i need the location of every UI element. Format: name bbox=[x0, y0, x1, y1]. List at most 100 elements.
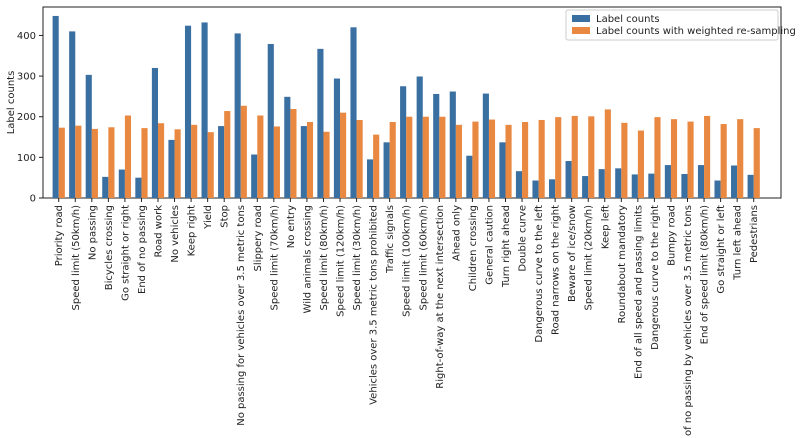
x-tick-label: Beware of ice/snow bbox=[567, 205, 578, 302]
bar-resampled-counts bbox=[124, 115, 132, 198]
bar-label-counts bbox=[300, 126, 307, 198]
bar-label-counts bbox=[366, 159, 374, 198]
bar-label-counts bbox=[433, 93, 440, 198]
bar-label-counts bbox=[317, 48, 324, 198]
x-tick-label: Dangerous curve to the left bbox=[534, 205, 545, 343]
legend-label: Label counts with weighted re-sampling bbox=[596, 26, 796, 37]
x-tick-label: Keep left bbox=[600, 205, 611, 249]
bar-resampled-counts bbox=[373, 134, 380, 198]
bar-label-counts bbox=[168, 139, 175, 198]
x-tick-label: Right-of-way at the next intersection bbox=[435, 205, 446, 389]
bar-label-counts bbox=[350, 27, 357, 198]
bar-resampled-counts bbox=[704, 115, 711, 198]
x-tick-label: End of speed limit (80km/h) bbox=[700, 205, 711, 344]
bar-resampled-counts bbox=[257, 115, 264, 198]
bar-label-counts bbox=[731, 165, 738, 198]
x-tick-label: End of no passing bbox=[137, 205, 148, 294]
x-tick-label: End of no passing by vehicles over 3.5 m… bbox=[683, 205, 694, 438]
bar-label-counts bbox=[598, 169, 605, 198]
bar-resampled-counts bbox=[687, 121, 694, 198]
bar-resampled-counts bbox=[207, 132, 214, 198]
bar-resampled-counts bbox=[571, 115, 578, 198]
bar-resampled-counts bbox=[753, 128, 760, 198]
bar-resampled-counts bbox=[439, 116, 446, 198]
x-tick-label: Bicycles crossing bbox=[104, 205, 115, 290]
y-tick-label: 400 bbox=[17, 31, 36, 42]
bar-resampled-counts bbox=[58, 127, 65, 198]
bar-label-counts bbox=[416, 76, 423, 198]
bar-label-counts bbox=[549, 179, 556, 198]
bar-resampled-counts bbox=[75, 125, 82, 198]
bar-resampled-counts bbox=[389, 122, 396, 198]
bar-label-counts bbox=[118, 169, 125, 198]
bar-resampled-counts bbox=[670, 119, 678, 198]
bar-resampled-counts bbox=[240, 105, 247, 198]
bar-label-counts bbox=[151, 67, 159, 198]
x-tick-label: No passing bbox=[87, 205, 98, 260]
bar-resampled-counts bbox=[538, 119, 545, 198]
x-tick-label: Dangerous curve to the right bbox=[650, 205, 661, 350]
x-tick-label: No entry bbox=[286, 205, 297, 248]
x-tick-label: No vehicles bbox=[170, 205, 181, 263]
bar-label-counts bbox=[284, 96, 291, 198]
bar-label-counts bbox=[565, 161, 572, 198]
x-tick-label: Keep right bbox=[187, 205, 198, 256]
bar-resampled-counts bbox=[306, 122, 314, 198]
bar-label-counts bbox=[52, 15, 59, 198]
bar-label-counts bbox=[615, 168, 622, 198]
bar-resampled-counts bbox=[555, 117, 562, 198]
x-tick-label: Roundabout mandatory bbox=[617, 205, 628, 324]
bar-resampled-counts bbox=[174, 129, 181, 198]
x-tick-label: Wild animals crossing bbox=[302, 205, 313, 313]
bar-label-counts bbox=[697, 165, 705, 198]
bar-label-counts bbox=[681, 174, 688, 198]
x-tick-label: Go straight or right bbox=[120, 205, 131, 301]
x-tick-label: Speed limit (100km/h) bbox=[402, 205, 413, 317]
legend-swatch bbox=[572, 15, 590, 22]
y-tick-label: 200 bbox=[17, 112, 36, 123]
bar-label-counts bbox=[664, 165, 671, 198]
bar-resampled-counts bbox=[273, 126, 280, 198]
bar-resampled-counts bbox=[290, 109, 297, 198]
x-tick-label: Pedestrians bbox=[749, 205, 760, 263]
x-tick-label: End of all speed and passing limits bbox=[633, 205, 644, 379]
bar-resampled-counts bbox=[720, 124, 727, 198]
x-tick-label: Turn left ahead bbox=[733, 205, 744, 281]
bar-label-counts bbox=[631, 174, 638, 198]
bar-resampled-counts bbox=[737, 119, 744, 198]
bar-label-counts bbox=[383, 142, 390, 198]
x-tick-label: Ahead only bbox=[451, 205, 462, 261]
bar-resampled-counts bbox=[406, 116, 413, 198]
x-tick-label: Turn right ahead bbox=[501, 205, 512, 288]
bar-label-counts bbox=[466, 155, 473, 198]
y-tick-label: 300 bbox=[17, 72, 36, 83]
bar-resampled-counts bbox=[637, 130, 644, 198]
x-tick-label: Go straight or left bbox=[716, 205, 727, 294]
bar-resampled-counts bbox=[654, 117, 661, 198]
bar-label-counts bbox=[85, 74, 92, 198]
bar-resampled-counts bbox=[422, 116, 429, 198]
bar-resampled-counts bbox=[604, 109, 611, 198]
bar-resampled-counts bbox=[472, 121, 479, 198]
x-axis: Priority road Speed limit (50km/h) No pass… bbox=[54, 198, 760, 438]
bar-label-counts bbox=[532, 180, 539, 198]
bar-label-counts bbox=[102, 176, 109, 198]
bar-label-counts bbox=[333, 78, 341, 198]
x-tick-label: Speed limit (50km/h) bbox=[71, 205, 82, 311]
y-tick-label: 100 bbox=[17, 153, 36, 164]
bar-label-counts bbox=[184, 25, 192, 198]
legend-swatch bbox=[572, 27, 590, 34]
legend-label: Label counts bbox=[596, 14, 660, 25]
bar-label-counts bbox=[515, 171, 523, 198]
bar-resampled-counts bbox=[158, 123, 165, 198]
legend-box bbox=[565, 9, 779, 41]
x-tick-label: Double curve bbox=[518, 205, 529, 272]
bar-label-counts bbox=[69, 31, 76, 198]
bar-label-counts bbox=[499, 142, 506, 198]
x-tick-label: Yield bbox=[203, 205, 214, 230]
x-tick-label: General caution bbox=[484, 205, 495, 285]
x-tick-label: Road narrows on the right bbox=[551, 205, 562, 335]
x-tick-label: Speed limit (20km/h) bbox=[584, 205, 595, 311]
